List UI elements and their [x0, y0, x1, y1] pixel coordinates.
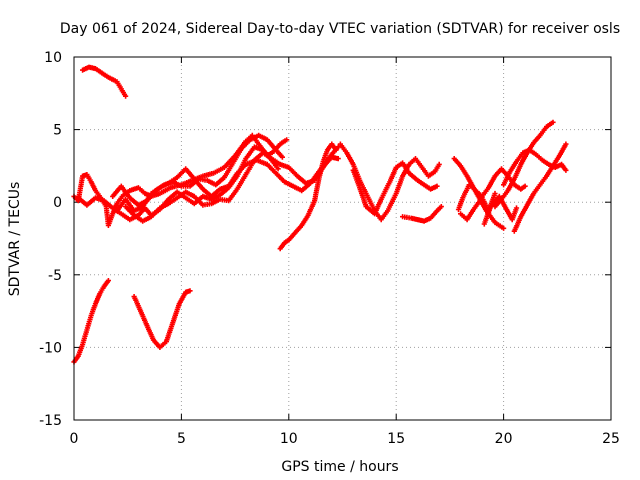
- y-tick-label: -5: [48, 268, 62, 284]
- x-tick-label: 20: [495, 431, 513, 447]
- series-seg-3: [131, 288, 193, 350]
- x-tick-label: 0: [70, 431, 79, 447]
- series-seg-7: [110, 132, 285, 208]
- series-seg-19: [458, 190, 498, 223]
- grid: [74, 57, 611, 420]
- axes: 0 5 10 15 20 25 -15 -10 -5 0 5 10: [39, 50, 620, 447]
- data-marker-trail: [511, 141, 569, 234]
- data-marker-trail: [458, 190, 498, 223]
- data-marker-trail: [80, 64, 129, 99]
- y-tick-label: 10: [44, 50, 62, 66]
- data-marker-trail: [110, 132, 285, 208]
- series-seg-2: [71, 278, 111, 365]
- x-tick-label: 15: [387, 431, 405, 447]
- data-marker-trail: [350, 160, 440, 217]
- data-marker-trail: [337, 141, 442, 223]
- series-seg-1: [80, 64, 129, 99]
- series-seg-9: [277, 141, 339, 252]
- series-seg-17: [511, 141, 569, 234]
- y-axis-label: SDTVAR / TECUs: [7, 182, 23, 297]
- data-marker-trail: [71, 278, 111, 365]
- series-seg-12: [400, 204, 444, 224]
- x-tick-label: 10: [280, 431, 298, 447]
- y-tick-label: 5: [53, 123, 62, 139]
- x-tick-label: 5: [177, 431, 186, 447]
- series-seg-10: [337, 141, 442, 223]
- data-series: [71, 64, 569, 365]
- y-tick-label: -10: [39, 340, 62, 356]
- series-seg-11: [350, 160, 440, 217]
- data-marker-trail: [400, 204, 444, 224]
- x-tick-label: 25: [602, 431, 620, 447]
- y-tick-label: 0: [53, 195, 62, 211]
- x-axis-label: GPS time / hours: [281, 459, 398, 475]
- chart-title: Day 061 of 2024, Sidereal Day-to-day VTE…: [60, 21, 620, 37]
- plot-frame: [73, 56, 612, 421]
- data-marker-trail: [131, 288, 193, 350]
- y-tick-label: -15: [39, 413, 62, 429]
- data-marker-trail: [277, 141, 339, 252]
